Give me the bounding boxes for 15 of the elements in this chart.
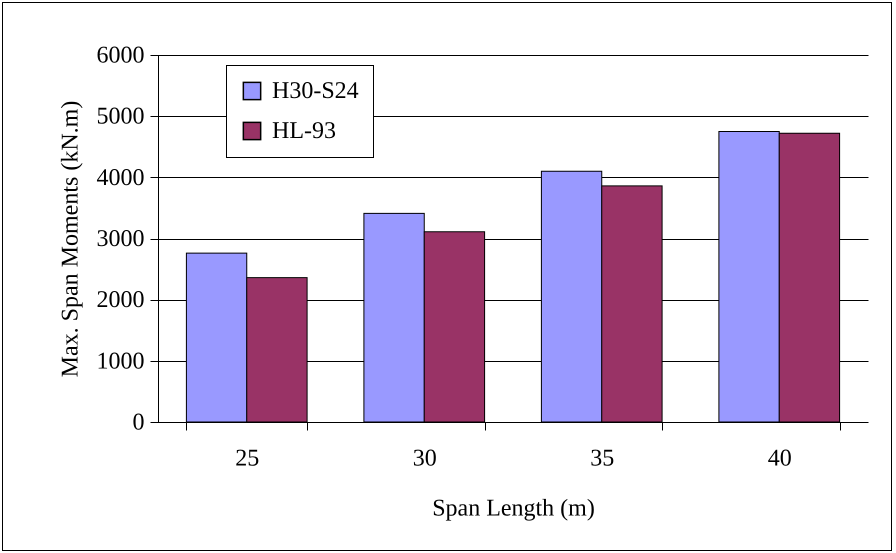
y-tick-label: 1000 (96, 348, 144, 374)
y-tick-label: 4000 (96, 164, 144, 191)
x-tick-label: 25 (235, 446, 260, 472)
y-tick-label: 5000 (96, 104, 144, 130)
x-tick-label: 40 (768, 446, 792, 472)
y-axis-title: Max. Span Moments (kN.m) (58, 100, 84, 378)
x-tick-label: 30 (412, 446, 437, 472)
y-tick-label: 2000 (96, 287, 144, 314)
legend-label: HL-93 (272, 118, 336, 144)
y-tick-label: 6000 (96, 42, 144, 68)
x-tick-label: 35 (590, 446, 614, 472)
x-axis-title: Span Length (m) (432, 496, 595, 522)
legend-label: H30-S24 (272, 78, 359, 104)
y-tick-label: 0 (132, 410, 144, 436)
y-tick-label: 3000 (96, 226, 144, 252)
